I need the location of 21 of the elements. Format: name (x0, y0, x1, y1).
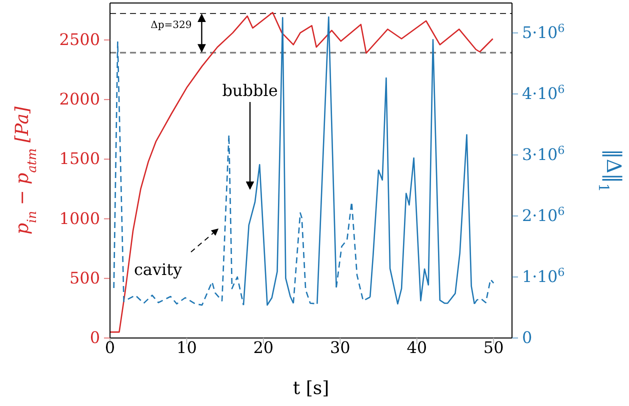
y2-tick-label: 1·10$^{6}$ (522, 265, 565, 286)
x-tick-label: 0 (104, 338, 116, 357)
x-tick-label: 20 (253, 338, 274, 357)
y-tick-label: 1000 (59, 208, 100, 228)
line-series (110, 12, 494, 333)
y2-tick-label: 2·10$^{6}$ (522, 204, 565, 225)
x-tick-label: 30 (330, 338, 350, 357)
x-tick-label: 40 (406, 338, 428, 357)
y2-tick-label: 3·10$^{6}$ (522, 143, 565, 164)
annotation: bubble (222, 81, 278, 100)
y-tick-label: 2000 (59, 90, 100, 109)
annotation: cavity (134, 260, 182, 279)
x-tick-label: 10 (176, 338, 197, 357)
y2-tick-label: 5·10$^{6}$ (522, 21, 565, 42)
y-tick-label: 2500 (59, 30, 100, 49)
y-tick-label: 1500 (59, 149, 100, 168)
y-tick-label: 500 (69, 268, 100, 288)
annotation: Δp=329 (150, 20, 192, 32)
x-tick-label: 50 (483, 338, 504, 357)
y2-tick-label: 4·10$^{6}$ (522, 82, 565, 103)
x-axis-title: t [s] (292, 378, 330, 399)
